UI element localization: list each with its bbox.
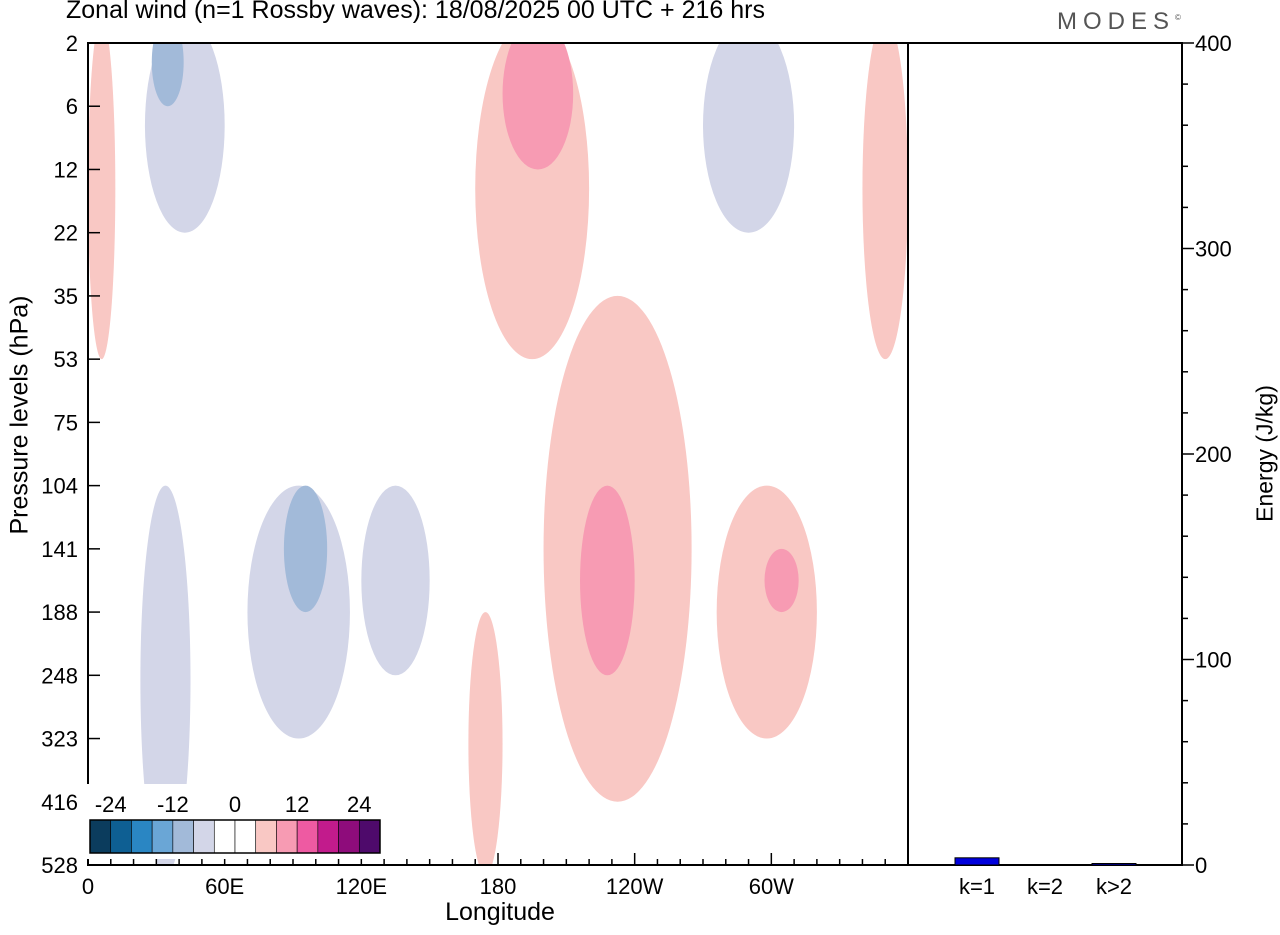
- y-tick-label: 75: [54, 410, 78, 435]
- colorbar-tick-label: 24: [347, 792, 371, 817]
- contour-region-positive-13: [716, 485, 817, 739]
- y-tick-label: 528: [41, 853, 78, 878]
- colorbar-tick-label: -12: [157, 792, 189, 817]
- modes-logo: MODES©: [1057, 8, 1181, 35]
- contour-region-positive-4: [502, 43, 574, 170]
- contour-region-negative-10: [140, 485, 191, 865]
- y-tick-label: 12: [54, 157, 78, 182]
- colorbar-swatch: [358, 819, 381, 854]
- y-tick-label: 53: [54, 347, 78, 372]
- energy-axis-label: Energy (J/kg): [1251, 385, 1278, 522]
- colorbar-swatch: [234, 819, 257, 854]
- contour-region-negative-9: [361, 485, 430, 676]
- contour-region-positive-0: [88, 43, 116, 360]
- y-tick-label: 323: [41, 727, 78, 752]
- contour-region-positive-6: [862, 43, 908, 360]
- y-tick-label: 416: [41, 790, 78, 815]
- x-axis: 0 60E 120E 180 120W 60W: [82, 853, 909, 899]
- colorbar-swatch: [296, 819, 319, 854]
- contour-region-positive-14: [764, 548, 799, 613]
- x-tick-label: 120E: [336, 874, 387, 899]
- colorbar-swatch: [276, 819, 298, 854]
- x-tick-label: 0: [82, 874, 94, 899]
- energy-tick-label: 0: [1195, 853, 1207, 878]
- colorbar: -24 -12 0 12 24: [86, 784, 384, 859]
- energy-bar-k=1: [954, 857, 1000, 866]
- colorbar-swatch: [151, 819, 174, 854]
- colorbar-tick-label: 0: [229, 792, 241, 817]
- energy-bar-k>2: [1091, 863, 1137, 866]
- energy-tick-label: 400: [1195, 31, 1232, 56]
- energy-tick-label: 200: [1195, 442, 1232, 467]
- x-tick-label: 60E: [205, 874, 244, 899]
- colorbar-swatch: [131, 819, 153, 854]
- x-tick-label: 120W: [606, 874, 664, 899]
- colorbar-swatch: [317, 819, 339, 854]
- colorbar-frame: [89, 819, 381, 854]
- contour-field: [88, 43, 908, 865]
- x-tick-label: 180: [480, 874, 517, 899]
- colorbar-tick-label: 12: [285, 792, 309, 817]
- colorbar-swatch: [255, 819, 277, 854]
- contour-region-positive-15: [468, 612, 503, 865]
- y-tick-label: 104: [41, 474, 78, 499]
- colorbar-swatch: [89, 819, 112, 854]
- energy-category-label: k=2: [1027, 874, 1063, 899]
- colorbar-swatch: [110, 819, 132, 854]
- energy-category-label: k=1: [959, 874, 995, 899]
- y-axis-label: Pressure levels (hPa): [5, 295, 34, 535]
- energy-tick-label: 300: [1195, 237, 1232, 262]
- y-axis: 2 6 12 22 35 53 75 104 141 188 248 323 416 528: [41, 31, 100, 878]
- contour-region-negative-8: [283, 485, 328, 613]
- colorbar-swatch: [172, 819, 194, 854]
- y-tick-label: 141: [41, 537, 78, 562]
- energy-axis: 0 100 200 300 400: [1182, 31, 1232, 878]
- y-tick-label: 22: [54, 221, 78, 246]
- chart-title: Zonal wind (n=1 Rossby waves): 18/08/202…: [66, 0, 765, 24]
- contour-region-negative-2: [151, 43, 184, 107]
- energy-plot-frame: [907, 42, 1183, 866]
- y-tick-label: 35: [54, 284, 78, 309]
- energy-bars: k=1 k=2 k>2: [954, 857, 1137, 899]
- y-tick-label: 6: [66, 94, 78, 119]
- colorbar-tick-label: -24: [95, 792, 127, 817]
- colorbar-swatch: [193, 819, 215, 854]
- x-tick-label: 60W: [749, 874, 794, 899]
- y-tick-label: 188: [41, 600, 78, 625]
- y-tick-label: 248: [41, 663, 78, 688]
- colorbar-swatch: [338, 819, 360, 854]
- y-tick-label: 2: [66, 31, 78, 56]
- energy-category-label: k>2: [1096, 874, 1132, 899]
- colorbar-swatch: [213, 819, 236, 854]
- x-axis-label: Longitude: [445, 898, 555, 926]
- energy-tick-label: 100: [1195, 648, 1232, 673]
- contour-region-positive-12: [580, 485, 635, 676]
- contour-region-negative-5: [703, 43, 795, 233]
